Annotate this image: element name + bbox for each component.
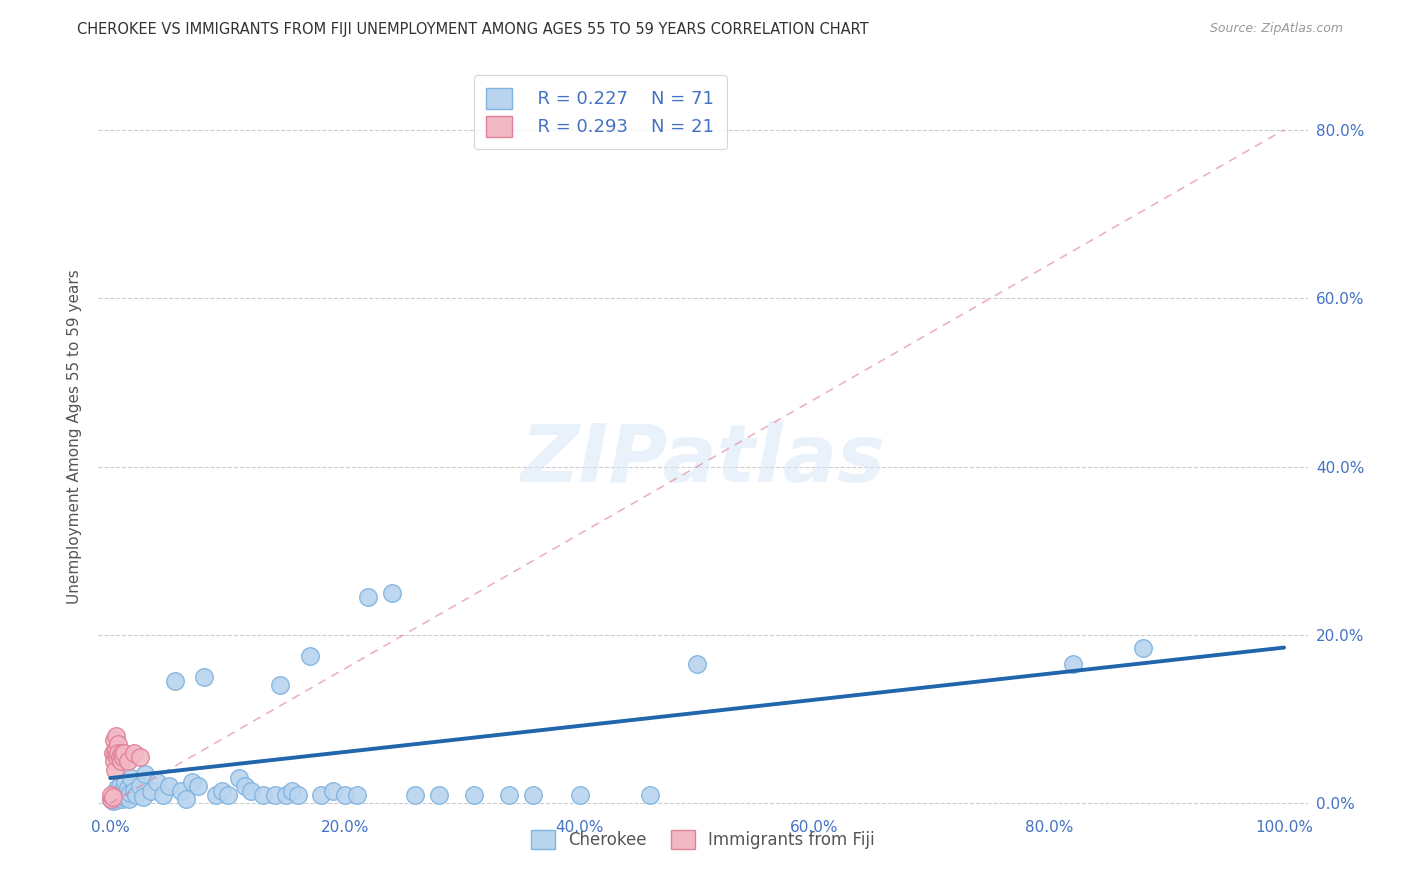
Point xyxy=(120,786,142,800)
Point xyxy=(252,788,274,802)
Point xyxy=(104,786,127,800)
Point xyxy=(111,746,134,760)
Point xyxy=(110,788,132,802)
Point xyxy=(100,792,122,806)
Point xyxy=(105,781,128,796)
Point xyxy=(114,775,136,789)
Point xyxy=(122,746,145,760)
Point xyxy=(181,775,204,789)
Point xyxy=(112,786,135,800)
Point xyxy=(141,783,163,797)
Point xyxy=(112,789,135,804)
Legend: Cherokee, Immigrants from Fiji: Cherokee, Immigrants from Fiji xyxy=(523,822,883,857)
Point xyxy=(107,789,129,804)
Point xyxy=(233,780,256,794)
Point xyxy=(105,793,128,807)
Point xyxy=(122,783,145,797)
Point xyxy=(1132,640,1154,655)
Point xyxy=(117,781,139,796)
Point xyxy=(117,754,139,768)
Y-axis label: Unemployment Among Ages 55 to 59 years: Unemployment Among Ages 55 to 59 years xyxy=(67,269,83,605)
Point xyxy=(217,788,239,802)
Point xyxy=(146,775,169,789)
Point xyxy=(104,763,127,777)
Point xyxy=(101,746,124,760)
Text: Source: ZipAtlas.com: Source: ZipAtlas.com xyxy=(1209,22,1343,36)
Point xyxy=(125,788,148,802)
Point xyxy=(240,783,263,797)
Point xyxy=(103,792,125,806)
Point xyxy=(103,789,125,804)
Point xyxy=(100,788,122,802)
Text: CHEROKEE VS IMMIGRANTS FROM FIJI UNEMPLOYMENT AMONG AGES 55 TO 59 YEARS CORRELAT: CHEROKEE VS IMMIGRANTS FROM FIJI UNEMPLO… xyxy=(77,22,869,37)
Point xyxy=(187,780,209,794)
Point xyxy=(263,788,285,802)
Point xyxy=(132,789,155,804)
Text: ZIPatlas: ZIPatlas xyxy=(520,420,886,499)
Point xyxy=(193,670,215,684)
Point xyxy=(110,754,132,768)
Point xyxy=(287,788,309,802)
Point xyxy=(157,780,180,794)
Point xyxy=(103,788,125,802)
Point xyxy=(1062,657,1084,672)
Point xyxy=(346,788,368,802)
Point xyxy=(104,791,127,805)
Point xyxy=(498,788,520,802)
Point xyxy=(134,767,156,781)
Point xyxy=(357,590,380,604)
Point xyxy=(298,648,321,663)
Point xyxy=(228,771,250,785)
Point xyxy=(568,788,591,802)
Point xyxy=(120,771,142,785)
Point xyxy=(101,794,124,808)
Point xyxy=(112,750,135,764)
Point xyxy=(638,788,661,802)
Point xyxy=(108,750,131,764)
Point xyxy=(322,783,344,797)
Point xyxy=(211,783,233,797)
Point xyxy=(105,783,128,797)
Point xyxy=(107,746,129,760)
Point xyxy=(404,788,426,802)
Point xyxy=(163,674,186,689)
Point xyxy=(522,788,544,802)
Point xyxy=(311,788,333,802)
Point xyxy=(276,788,298,802)
Point xyxy=(333,788,356,802)
Point xyxy=(115,788,138,802)
Point xyxy=(381,586,404,600)
Point xyxy=(281,783,304,797)
Point xyxy=(105,741,128,756)
Point xyxy=(107,785,129,799)
Point xyxy=(105,750,128,764)
Point xyxy=(108,791,131,805)
Point xyxy=(101,789,124,804)
Point xyxy=(128,750,150,764)
Point xyxy=(176,792,198,806)
Point xyxy=(108,780,131,794)
Point xyxy=(686,657,709,672)
Point xyxy=(128,780,150,794)
Point xyxy=(111,792,134,806)
Point xyxy=(101,789,124,804)
Point xyxy=(112,746,135,760)
Point xyxy=(104,746,127,760)
Point xyxy=(152,788,174,802)
Point xyxy=(103,733,125,747)
Point xyxy=(204,788,226,802)
Point xyxy=(103,754,125,768)
Point xyxy=(427,788,450,802)
Point xyxy=(169,783,191,797)
Point xyxy=(118,792,141,806)
Point xyxy=(105,788,128,802)
Point xyxy=(111,783,134,797)
Point xyxy=(269,678,291,692)
Point xyxy=(100,792,122,806)
Point xyxy=(107,737,129,751)
Point xyxy=(105,729,128,743)
Point xyxy=(463,788,485,802)
